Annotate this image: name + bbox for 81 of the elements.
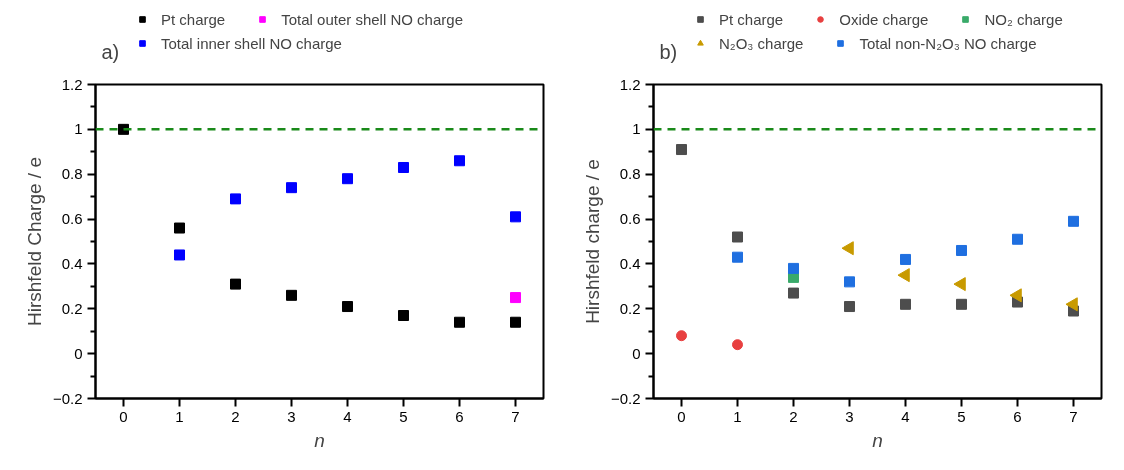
x-tick-label: 4 <box>343 407 352 425</box>
point <box>510 316 521 328</box>
x-tick-label: 1 <box>175 407 184 425</box>
text: b) <box>659 40 678 63</box>
x-axis-title: n <box>872 429 883 451</box>
y-tick-label: 1.2 <box>619 75 641 93</box>
point <box>732 339 743 351</box>
y-tick-label: 0.2 <box>61 299 83 317</box>
point <box>174 249 185 261</box>
point <box>454 316 465 328</box>
y-tick-label: 0 <box>632 344 641 362</box>
y-tick-label: 0.6 <box>619 210 641 228</box>
x-tick-label: 3 <box>287 407 296 425</box>
point <box>841 241 854 256</box>
point <box>788 287 799 299</box>
point <box>510 211 521 223</box>
x-tick-label: 3 <box>845 407 854 425</box>
point <box>732 231 743 243</box>
x-tick-label: 5 <box>957 407 966 425</box>
legend-label: Total inner shell NO charge <box>161 34 342 52</box>
point <box>454 155 465 167</box>
y-tick-label: 0.4 <box>61 254 83 272</box>
point <box>956 244 967 256</box>
y-tick-label: 1 <box>74 120 83 138</box>
point <box>1068 215 1079 227</box>
y-tick-label: 0.6 <box>61 210 83 228</box>
point <box>286 182 297 194</box>
y-tick-label: 0.2 <box>619 299 641 317</box>
point <box>953 277 966 292</box>
x-tick-label: 7 <box>511 407 520 425</box>
x-tick-label: 7 <box>1069 407 1078 425</box>
y-tick-label: 1.2 <box>61 75 83 93</box>
x-axis-title: n <box>314 429 325 451</box>
point <box>230 193 241 205</box>
point <box>897 268 910 283</box>
point <box>788 262 799 274</box>
y-tick-label: 0.8 <box>61 165 83 183</box>
point <box>286 289 297 301</box>
point <box>230 278 241 290</box>
point <box>844 301 855 313</box>
point <box>956 298 967 310</box>
legend-label: Oxide charge <box>839 10 929 28</box>
point <box>1012 233 1023 245</box>
y-tick-label: −0.2 <box>52 389 83 407</box>
y-tick-label: 0 <box>74 344 83 362</box>
point <box>1065 297 1078 312</box>
x-tick-label: 6 <box>455 407 464 425</box>
legend-label: Pt charge <box>719 10 784 28</box>
legend-label: Pt charge <box>161 10 226 28</box>
legend-label: Total non-N₂O₃ NO charge <box>859 34 1037 52</box>
point <box>398 310 409 322</box>
x-tick-label: 2 <box>231 407 240 425</box>
legend-label: Total outer shell NO charge <box>281 10 463 28</box>
x-tick-label: 0 <box>677 407 686 425</box>
point <box>342 173 353 185</box>
y-tick-label: 1 <box>632 120 641 138</box>
point <box>732 251 743 263</box>
y-tick-label: 0.8 <box>619 165 641 183</box>
point <box>1009 288 1022 303</box>
y-axis-title: Hirshfeld Charge / e <box>23 157 45 326</box>
x-tick-label: 1 <box>733 407 742 425</box>
point <box>510 292 521 304</box>
point <box>676 144 687 156</box>
y-axis-title: Hirshfeld charge / e <box>581 159 603 324</box>
y-tick-label: −0.2 <box>610 389 641 407</box>
legend-label: N₂O₃ charge <box>719 34 804 52</box>
point <box>900 298 911 310</box>
x-tick-label: 0 <box>119 407 128 425</box>
point <box>844 276 855 288</box>
text: a) <box>101 40 120 63</box>
x-tick-label: 6 <box>1013 407 1022 425</box>
legend-label: NO₂ charge <box>984 10 1063 28</box>
x-tick-label: 5 <box>399 407 408 425</box>
point <box>398 161 409 173</box>
x-tick-label: 4 <box>901 407 910 425</box>
x-tick-label: 2 <box>789 407 798 425</box>
point <box>174 222 185 234</box>
point <box>900 253 911 265</box>
y-tick-label: 0.4 <box>619 254 641 272</box>
point <box>342 301 353 313</box>
point <box>676 330 687 342</box>
